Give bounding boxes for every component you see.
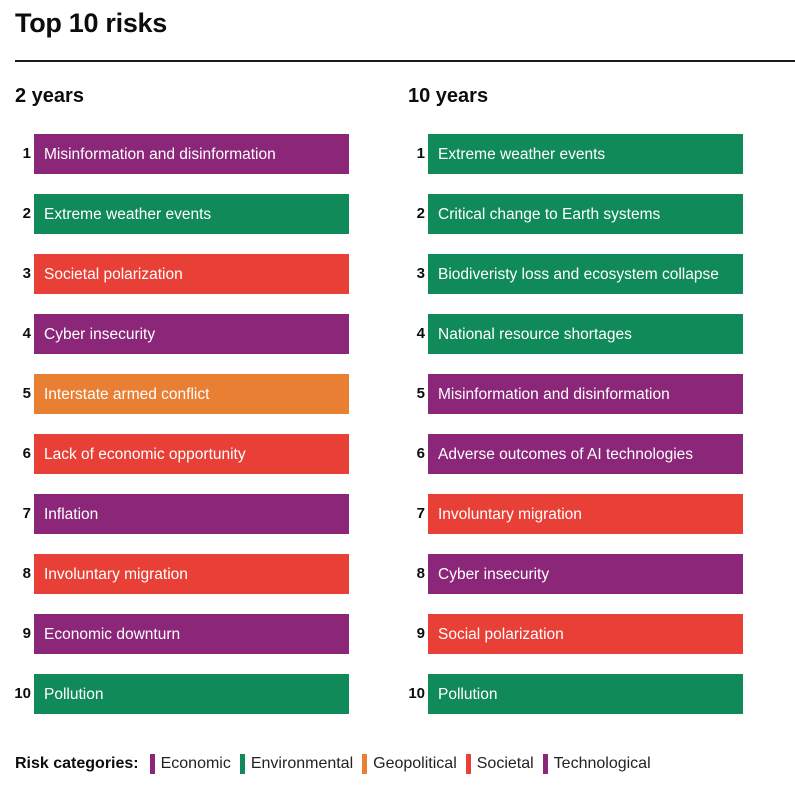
- rank-number: 2: [22, 205, 31, 222]
- rank-number: 1: [22, 145, 31, 162]
- rank-number: 7: [416, 505, 425, 522]
- risk-bar: Adverse outcomes of AI technologies: [428, 434, 743, 474]
- rank-number: 6: [22, 445, 31, 462]
- rank-number: 9: [22, 625, 31, 642]
- risk-bar: Cyber insecurity: [34, 314, 349, 354]
- legend-label: Environmental: [250, 755, 354, 772]
- risk-bar: Economic downturn: [34, 614, 349, 654]
- legend-item-environmental: Environmental: [239, 754, 354, 774]
- legend-swatch-technological: [542, 754, 548, 774]
- risk-bar: Lack of economic opportunity: [34, 434, 349, 474]
- legend-item-societal: Societal: [465, 754, 534, 774]
- risk-bar: Misinformation and disinformation: [428, 374, 743, 414]
- legend-swatch-economic: [149, 754, 155, 774]
- risk-bar: Extreme weather events: [34, 194, 349, 234]
- rank-number: 2: [416, 205, 425, 222]
- risk-bar: Pollution: [428, 674, 743, 714]
- page-title: Top 10 risks: [15, 8, 167, 38]
- risk-bar: Critical change to Earth systems: [428, 194, 743, 234]
- rank-number: 3: [22, 265, 31, 282]
- risk-bar: Biodiveristy loss and ecosystem collapse: [428, 254, 743, 294]
- rank-number: 1: [416, 145, 425, 162]
- risk-bar: Extreme weather events: [428, 134, 743, 174]
- rank-number: 5: [416, 385, 425, 402]
- risk-bar: Involuntary migration: [428, 494, 743, 534]
- rank-number: 4: [22, 325, 31, 342]
- legend-label: Economic: [160, 755, 231, 772]
- risk-bar: Interstate armed conflict: [34, 374, 349, 414]
- rank-number: 10: [14, 685, 31, 702]
- rank-number: 8: [416, 565, 425, 582]
- legend-title: Risk categories:: [15, 755, 139, 772]
- rank-number: 6: [416, 445, 425, 462]
- legend-item-geopolitical: Geopolitical: [362, 754, 457, 774]
- column-heading-2-years: 2 years: [15, 85, 84, 107]
- risk-bar: Social polarization: [428, 614, 743, 654]
- legend-swatch-environmental: [239, 754, 245, 774]
- legend-label: Technological: [553, 755, 651, 772]
- legend-swatch-societal: [465, 754, 471, 774]
- rank-number: 8: [22, 565, 31, 582]
- risk-bar: Cyber insecurity: [428, 554, 743, 594]
- legend: Risk categories: Economic Environmental …: [15, 752, 660, 776]
- rank-number: 9: [416, 625, 425, 642]
- column-heading-10-years: 10 years: [408, 85, 489, 107]
- legend-label: Societal: [476, 755, 534, 772]
- title-divider: [15, 60, 795, 62]
- rank-number: 3: [416, 265, 425, 282]
- risk-bar: National resource shortages: [428, 314, 743, 354]
- rank-number: 5: [22, 385, 31, 402]
- risk-bar: Societal polarization: [34, 254, 349, 294]
- risk-bar: Pollution: [34, 674, 349, 714]
- risk-bar: Inflation: [34, 494, 349, 534]
- rank-number: 10: [408, 685, 425, 702]
- risk-bar: Involuntary migration: [34, 554, 349, 594]
- legend-item-economic: Economic: [149, 754, 231, 774]
- risk-bar: Misinformation and disinformation: [34, 134, 349, 174]
- rank-number: 4: [416, 325, 425, 342]
- rank-number: 7: [22, 505, 31, 522]
- legend-item-technological: Technological: [542, 754, 651, 774]
- legend-label: Geopolitical: [373, 755, 457, 772]
- legend-swatch-geopolitical: [362, 754, 368, 774]
